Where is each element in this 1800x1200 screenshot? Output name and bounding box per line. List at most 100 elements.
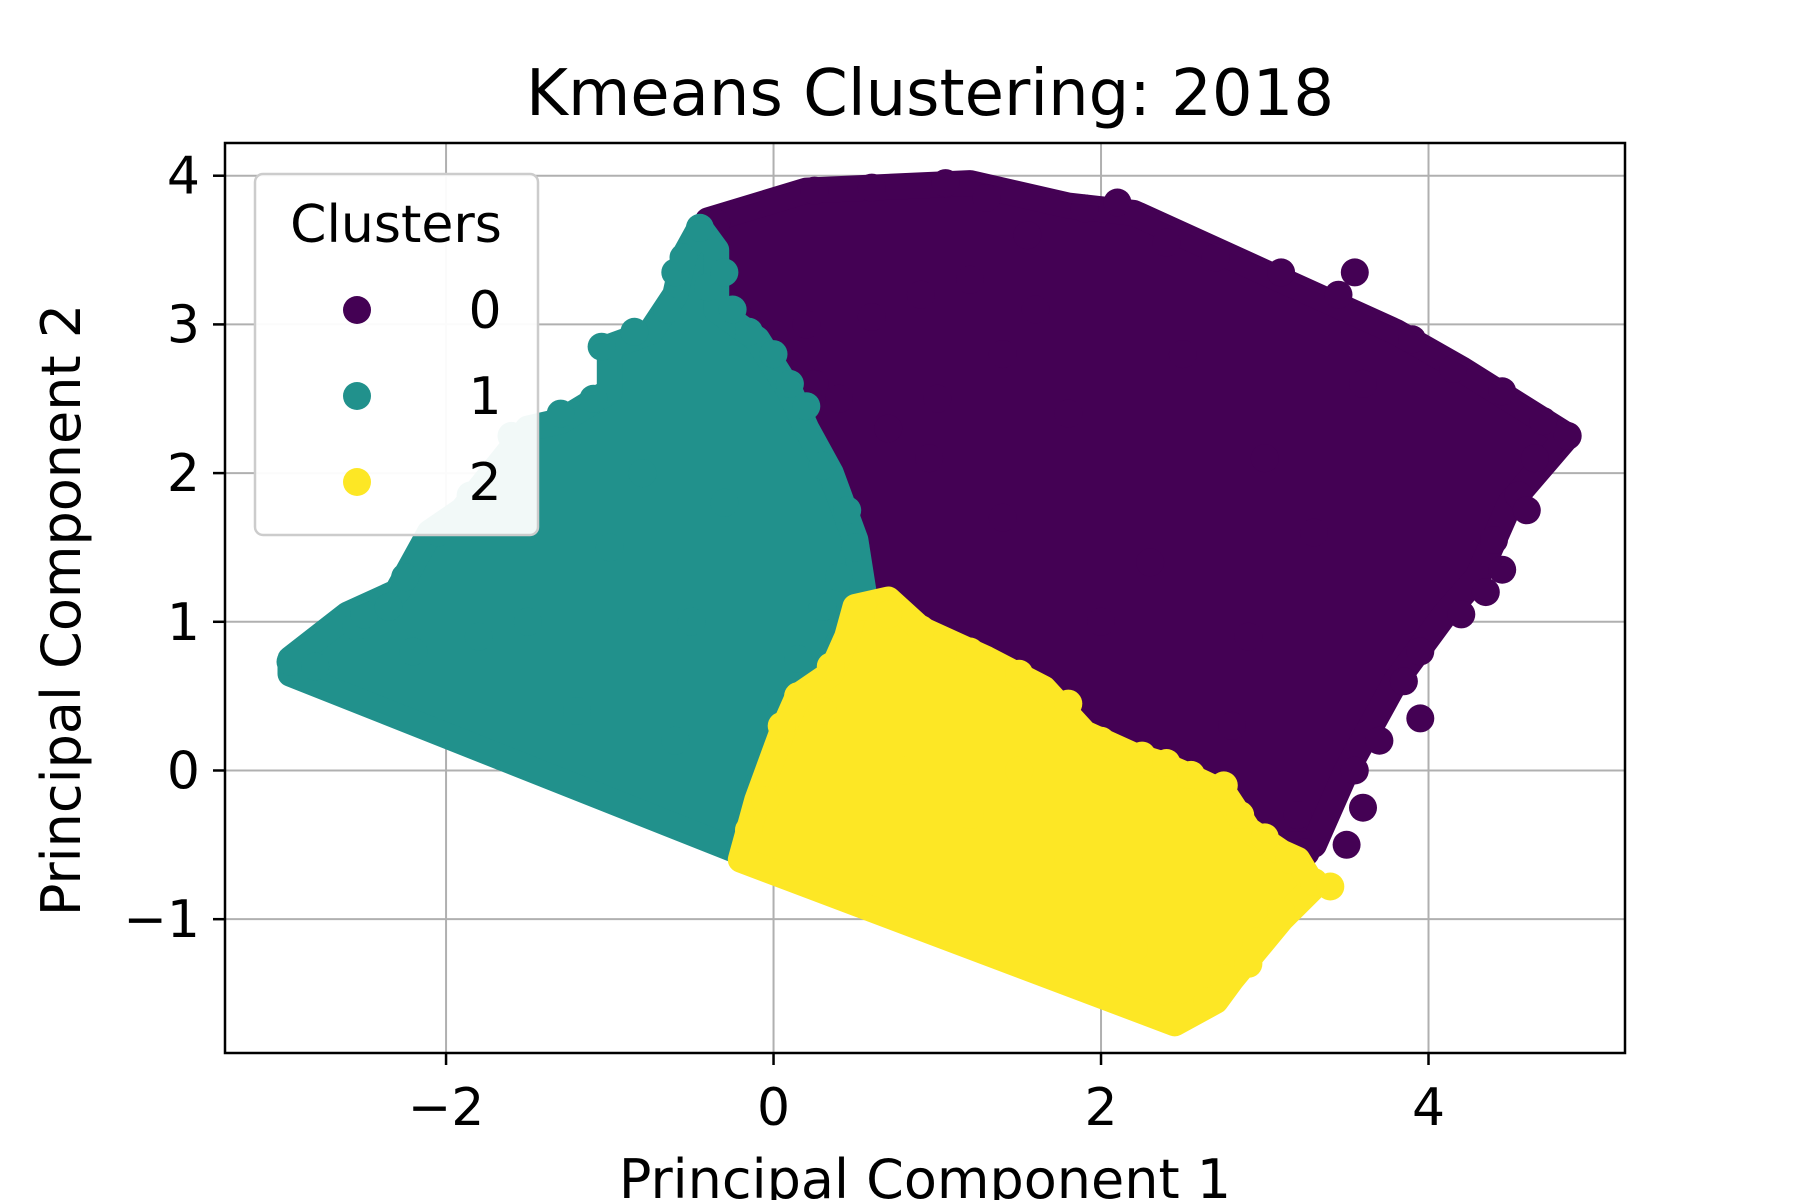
data-point xyxy=(579,384,608,413)
data-point xyxy=(956,637,984,666)
data-point xyxy=(1283,801,1312,830)
data-point xyxy=(1209,964,1238,993)
data-point xyxy=(399,637,428,666)
data-point xyxy=(1349,793,1377,822)
data-point xyxy=(628,459,657,488)
data-point xyxy=(792,392,821,421)
data-point xyxy=(1054,399,1083,428)
data-point xyxy=(735,816,763,844)
data-point xyxy=(1553,421,1582,450)
data-point xyxy=(841,533,870,562)
data-point xyxy=(1128,741,1156,770)
data-point xyxy=(1471,578,1500,607)
y-axis-ticks: −1 0 1 2 3 4 xyxy=(123,147,225,950)
data-point xyxy=(1005,756,1034,785)
data-point xyxy=(775,369,804,398)
legend-marker xyxy=(343,468,371,496)
y-tick-label: 1 xyxy=(167,593,200,653)
legend-box xyxy=(253,172,540,537)
data-point xyxy=(825,384,853,413)
data-point xyxy=(1201,243,1230,272)
data-point xyxy=(718,295,747,324)
data-point xyxy=(890,756,919,785)
data-point xyxy=(350,600,379,629)
data-point xyxy=(956,265,984,294)
data-point xyxy=(1439,355,1468,383)
y-tick-label: 0 xyxy=(167,741,200,801)
data-point xyxy=(685,213,714,242)
data-point xyxy=(751,786,780,815)
plot-frame xyxy=(223,141,1627,1055)
data-point xyxy=(816,652,845,681)
legend-label: 1 xyxy=(468,367,501,427)
legend-marker xyxy=(343,382,371,410)
data-point xyxy=(1136,548,1165,577)
data-point xyxy=(677,607,706,636)
x-tick-label: 2 xyxy=(1084,1078,1117,1138)
data-point xyxy=(669,243,698,272)
data-point xyxy=(972,184,1001,212)
data-point xyxy=(1332,830,1361,859)
data-point xyxy=(1389,667,1418,696)
data-point xyxy=(800,176,829,205)
data-point xyxy=(1103,188,1132,217)
data-point xyxy=(906,280,935,309)
data-point xyxy=(784,682,813,711)
data-point xyxy=(1209,771,1238,800)
data-point xyxy=(1316,872,1345,901)
x-tick-label: −2 xyxy=(408,1078,485,1138)
data-point xyxy=(1152,228,1181,257)
data-point xyxy=(374,592,403,621)
y-tick-label: −1 xyxy=(123,890,200,950)
data-point xyxy=(1234,949,1263,978)
data-point xyxy=(849,592,878,621)
data-point xyxy=(563,697,591,725)
data-point xyxy=(1160,1001,1189,1030)
data-point xyxy=(1447,600,1476,629)
data-point xyxy=(1087,607,1115,636)
data-point xyxy=(1398,325,1427,354)
data-point xyxy=(710,258,739,287)
data-point xyxy=(1267,258,1296,287)
data-point xyxy=(1349,369,1377,398)
data-point xyxy=(988,503,1017,532)
y-tick-label: 2 xyxy=(167,444,200,504)
data-point xyxy=(1365,726,1394,755)
data-point xyxy=(391,563,420,592)
data-point xyxy=(1480,526,1508,554)
data-point xyxy=(513,607,542,636)
data-point xyxy=(906,615,935,644)
data-point xyxy=(1250,444,1279,473)
data-point xyxy=(1340,756,1369,785)
legend-title: Clusters xyxy=(290,195,502,255)
data-point xyxy=(1168,340,1197,369)
data-point xyxy=(464,622,493,651)
data-point xyxy=(808,592,837,621)
data-point xyxy=(710,488,739,517)
data-point xyxy=(1005,659,1034,688)
data-point xyxy=(767,711,796,740)
data-point xyxy=(1512,496,1541,525)
data-point xyxy=(833,496,862,525)
legend-label: 2 xyxy=(468,453,501,513)
data-point xyxy=(1119,934,1148,963)
data-point xyxy=(1021,295,1050,324)
data-point xyxy=(1275,845,1304,874)
data-point xyxy=(595,533,624,562)
legend-items: 0 1 2 xyxy=(343,281,502,513)
data-point xyxy=(915,444,944,473)
x-tick-label: 4 xyxy=(1412,1078,1445,1138)
data-point xyxy=(988,340,1017,369)
data-point xyxy=(857,173,886,202)
data-point xyxy=(1520,444,1549,473)
scatter-series xyxy=(276,169,1582,1037)
data-point xyxy=(301,652,330,681)
data-point xyxy=(1529,407,1558,436)
data-point xyxy=(1250,823,1279,852)
data-point xyxy=(587,332,616,361)
data-point xyxy=(1267,897,1296,926)
legend-label: 0 xyxy=(468,281,501,341)
data-point xyxy=(1152,749,1181,777)
plot-area xyxy=(223,141,1627,1055)
data-point xyxy=(800,369,829,398)
